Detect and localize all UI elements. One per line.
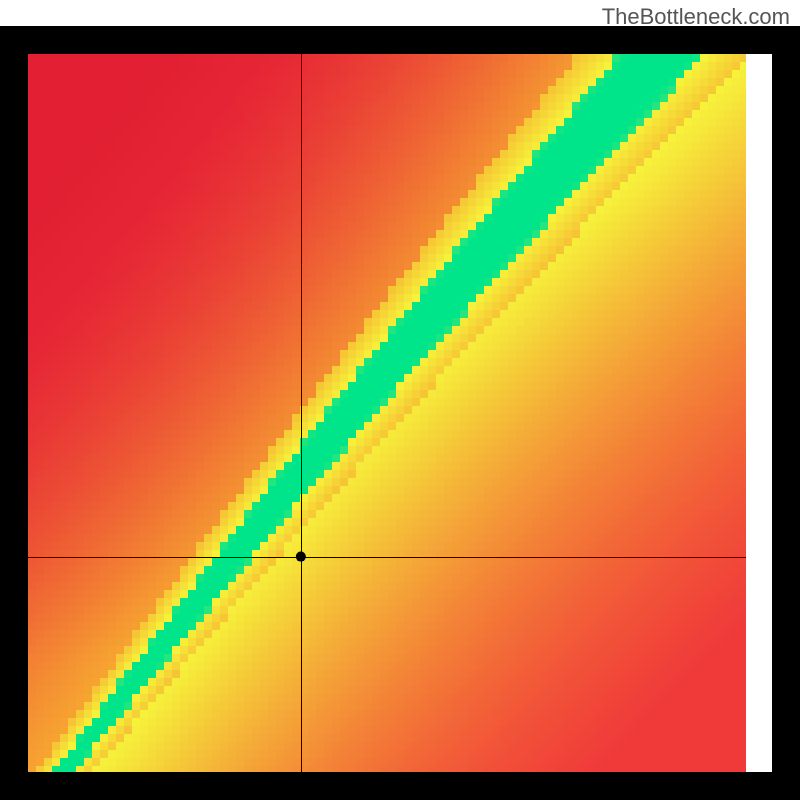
crosshair-overlay (28, 54, 746, 772)
plot-border-right (772, 26, 800, 800)
plot-border-bottom (0, 772, 800, 800)
bottleneck-heatmap-container: TheBottleneck.com (0, 0, 800, 800)
watermark-text: TheBottleneck.com (602, 4, 790, 30)
plot-border-left (0, 26, 28, 800)
plot-border-top (0, 26, 800, 54)
